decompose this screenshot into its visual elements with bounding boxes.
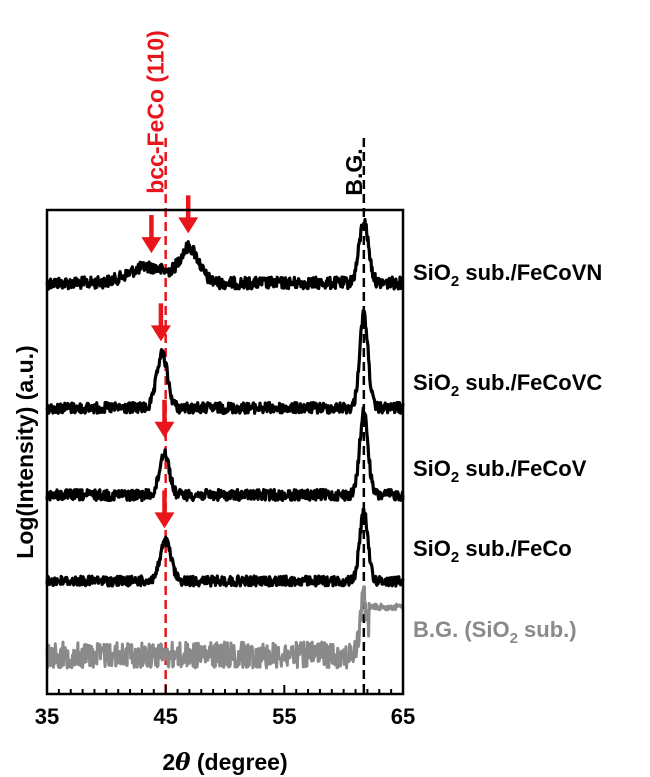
x-axis: 35 45 55 65 [35,685,415,729]
plot-area [45,138,405,694]
series-label-subscript: 2 [451,273,459,290]
series-line [45,309,405,416]
x-axis-title-suffix: (degree) [191,749,288,775]
series-label-suffix: sub./FeCoV [459,456,586,481]
x-tick-label: 65 [391,704,415,729]
series-label-subscript: 2 [451,469,459,486]
series-label: SiO2 sub./FeCoVN [413,260,602,290]
series-label-subscript: 2 [451,383,459,400]
x-tick-label: 45 [153,704,177,729]
x-axis-title-symbol: θ [175,749,191,776]
peak-arrow-head [154,512,175,529]
series-label-prefix: SiO [413,456,451,481]
x-tick-label: 55 [272,704,296,729]
x-tick-label: 35 [35,704,59,729]
x-axis-title-prefix: 2 [162,749,175,775]
series-label-suffix: sub.) [518,617,577,642]
x-axis-title: 2θ (degree) [162,749,287,776]
series-label-subscript: 2 [451,549,459,566]
series-line [45,217,405,291]
series-label-subscript: 2 [510,630,518,647]
peak-arrow-head [154,421,175,438]
series-label: SiO2 sub./FeCoVC [413,370,602,400]
series-line [45,507,405,588]
series-label-prefix: B.G. (SiO [413,617,510,642]
series-label-prefix: SiO [413,260,451,285]
series-label-suffix: sub./FeCoVN [459,260,602,285]
peak-arrow-head [141,237,162,254]
bcc-feco-110-annotation: bcc-FeCo (110) [143,30,169,194]
series-label: B.G. (SiO2 sub.) [413,617,577,647]
series-line [45,406,405,503]
series-label: SiO2 sub./FeCoV [413,456,587,486]
y-axis-title: Log(Intensity) (a.u.) [12,345,38,558]
series-label: SiO2 sub./FeCo [413,536,572,566]
peak-arrow-head [150,325,171,342]
peak-arrow-head [178,217,199,234]
series-label-suffix: sub./FeCoVC [459,370,602,395]
series-label-prefix: SiO [413,536,451,561]
series-line [45,585,405,670]
background-annotation: B.G. [341,148,367,195]
series-label-prefix: SiO [413,370,451,395]
series-label-suffix: sub./FeCo [459,536,571,561]
